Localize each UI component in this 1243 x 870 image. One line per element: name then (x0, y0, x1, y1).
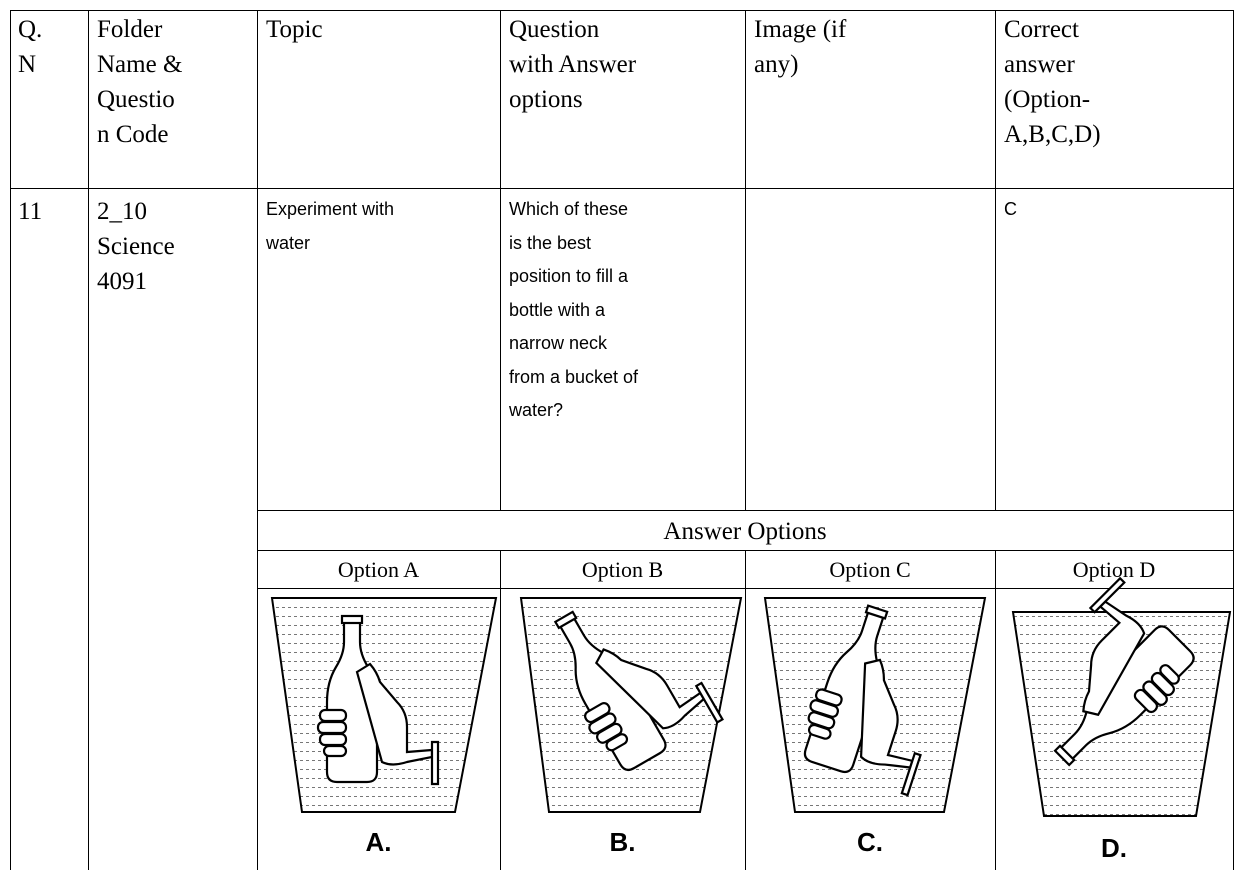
section-title: Answer Options (663, 518, 827, 545)
header-text: Folder (97, 16, 163, 43)
header-text: A,B,C,D) (1004, 121, 1101, 148)
cell-text: from a bucket of (509, 366, 639, 387)
option-letter: A. (365, 827, 392, 857)
option-letter: D. (995, 832, 1233, 866)
option-label: Option D (995, 552, 1233, 587)
cell-text: position to fill a (509, 266, 629, 286)
border (10, 10, 11, 870)
cell-text: 11 (18, 198, 43, 225)
option-letter: B. (500, 826, 745, 860)
option-letter: C. (745, 826, 995, 860)
border (500, 550, 501, 870)
option-label: Option C (745, 552, 995, 587)
border (88, 10, 89, 870)
header-folder: Folder Name & Questio n Code (97, 12, 257, 152)
header-text: Image (if (754, 16, 847, 43)
header-text: N (18, 51, 37, 78)
header-text: Topic (266, 16, 323, 43)
option-label: Option B (581, 557, 664, 582)
border (995, 550, 996, 870)
border (995, 10, 996, 510)
header-image: Image (if any) (754, 12, 984, 82)
header-topic: Topic (266, 12, 496, 47)
option-letter: A. (257, 826, 500, 860)
row-folder: 2_10 Science 4091 (97, 194, 257, 299)
row-topic: Experiment with water (266, 193, 496, 260)
cell-text: Experiment with (266, 199, 395, 219)
cell-text: water (266, 232, 311, 253)
option-letter: D. (1101, 833, 1127, 863)
header-text: options (509, 86, 583, 113)
row-question: Which of these is the best position to fil… (509, 193, 739, 428)
row-qn: 11 (18, 194, 88, 229)
option-label: Option A (257, 552, 500, 587)
header-text: n Code (97, 121, 169, 148)
option-label: Option D (1072, 557, 1156, 582)
option-image-c (763, 597, 987, 813)
cell-text: C (1004, 199, 1017, 219)
cell-text: Which of these (509, 199, 629, 219)
header-text: Questio (97, 86, 175, 113)
header-text: Q. (18, 16, 43, 43)
border (745, 10, 746, 510)
header-text: answer (1004, 51, 1075, 78)
option-label: Option A (337, 557, 420, 582)
border (257, 510, 1234, 511)
option-image-a (270, 597, 498, 813)
header-question: Question with Answer options (509, 12, 739, 117)
cell-text: Science (97, 233, 175, 260)
cell-text: narrow neck (509, 333, 608, 353)
border (500, 10, 501, 510)
header-text: with Answer (509, 51, 637, 78)
header-correct: Correct answer (Option- A,B,C,D) (1004, 12, 1229, 152)
cell-text: 4091 (97, 268, 147, 295)
header-text: (Option- (1004, 86, 1091, 113)
option-label: Option B (500, 552, 745, 587)
answer-options-title: Answer Options (257, 514, 1233, 549)
cell-text: water? (509, 400, 564, 420)
option-letter: C. (857, 827, 883, 857)
row-correct: C (1004, 193, 1229, 227)
header-text: Question (509, 16, 600, 43)
option-image-d (1000, 577, 1232, 817)
border (257, 10, 258, 870)
header-text: Correct (1004, 16, 1079, 43)
option-image-b (519, 572, 743, 813)
border (745, 550, 746, 870)
cell-text: bottle with a (509, 299, 606, 320)
border (1233, 10, 1234, 870)
option-label: Option C (829, 557, 911, 582)
border (10, 10, 1234, 11)
header-text: any) (754, 51, 799, 78)
cell-text: is the best (509, 232, 592, 253)
cell-text: 2_10 (97, 198, 147, 225)
option-letter: B. (609, 827, 636, 857)
header-qn: Q. N (18, 12, 88, 82)
header-text: Name & (97, 51, 183, 78)
border (10, 188, 1234, 189)
